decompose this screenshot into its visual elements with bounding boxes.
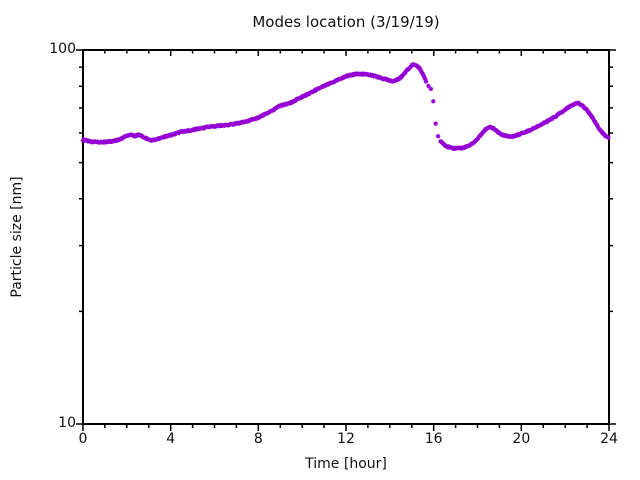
x-tick-label: 16 xyxy=(424,431,443,447)
x-tick-label: 12 xyxy=(337,431,355,447)
x-axis-label: Time [hour] xyxy=(305,456,387,472)
x-tick-label: 0 xyxy=(78,431,88,447)
x-tick-label: 24 xyxy=(600,431,618,447)
x-tick-label: 20 xyxy=(512,431,531,447)
y-tick-label: 10 xyxy=(58,415,76,431)
y-tick-label: 100 xyxy=(49,41,76,57)
plot-border xyxy=(82,49,610,425)
data-series-points xyxy=(80,62,611,151)
axis-ticks xyxy=(76,49,616,431)
x-tick-label: 8 xyxy=(253,431,263,447)
x-tick-label: 4 xyxy=(166,431,176,447)
chart-title: Modes location (3/19/19) xyxy=(252,13,440,31)
